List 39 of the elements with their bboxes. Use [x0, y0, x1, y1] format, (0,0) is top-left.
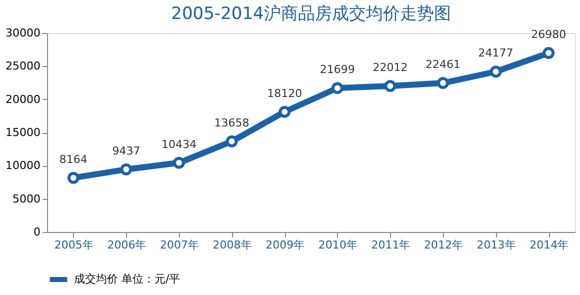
x-tick-label: 2009年: [266, 238, 305, 252]
point: [437, 77, 449, 89]
x-tick-label: 2010年: [318, 238, 358, 252]
data-label: 21699: [320, 63, 355, 76]
y-tick-label: 25000: [6, 60, 40, 73]
y-tick-label: 30000: [6, 26, 40, 40]
x-tick-label: 2008年: [212, 238, 252, 252]
legend-label: 成交均价 单位：元/平: [74, 272, 180, 286]
x-tick-label: 2011年: [371, 238, 410, 252]
y-tick-label: 0: [34, 226, 40, 238]
point: [120, 163, 132, 176]
y-tick-label: 15000: [6, 126, 40, 139]
data-label: 18120: [267, 86, 302, 100]
point: [278, 106, 291, 118]
point: [331, 82, 344, 94]
x-tick-label: 2014年: [530, 238, 569, 252]
data-label: 22461: [426, 58, 460, 72]
y-tick-label: 10000: [6, 159, 40, 172]
data-label: 8164: [59, 152, 88, 166]
point: [173, 156, 185, 169]
data-label: 9437: [112, 144, 140, 158]
x-tick-label: 2006年: [107, 238, 146, 252]
y-tick-label: 5000: [12, 192, 40, 206]
data-label: 24177: [478, 46, 514, 60]
point: [542, 47, 555, 59]
point: [490, 66, 502, 78]
chart-title: 2005-2014沪商品房成交均价走势图: [171, 4, 451, 24]
x-tick-label: 2007年: [160, 238, 199, 252]
x-tick-label: 2012年: [424, 238, 463, 252]
y-tick-label: 20000: [6, 92, 40, 106]
x-tick-label: 2005年: [54, 238, 94, 252]
x-tick-label: 2013年: [476, 238, 516, 252]
point: [67, 172, 80, 184]
data-label: 13658: [214, 116, 250, 130]
data-label: 22012: [372, 60, 408, 74]
data-label: 26980: [531, 28, 566, 42]
point: [226, 135, 238, 148]
data-label: 10434: [162, 138, 196, 151]
point: [384, 80, 396, 92]
